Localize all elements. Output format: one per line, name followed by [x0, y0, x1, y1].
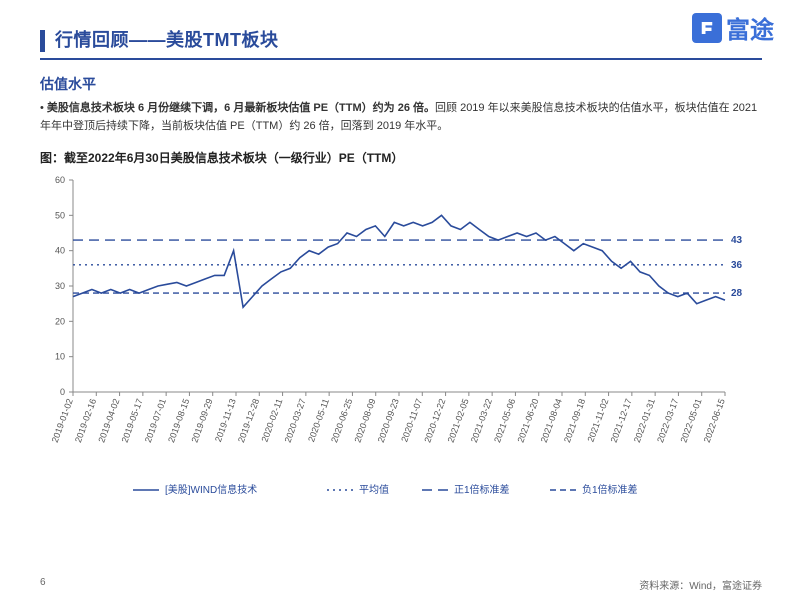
svg-text:2022-05-01: 2022-05-01 — [678, 397, 703, 444]
svg-text:2019-05-17: 2019-05-17 — [120, 397, 145, 444]
svg-text:2019-02-16: 2019-02-16 — [73, 397, 98, 444]
svg-text:2021-06-20: 2021-06-20 — [515, 397, 540, 444]
source-text: 资料来源：Wind，富途证券 — [639, 577, 762, 592]
svg-text:2020-06-25: 2020-06-25 — [329, 397, 354, 444]
svg-text:40: 40 — [55, 246, 65, 256]
svg-text:2019-04-02: 2019-04-02 — [96, 397, 121, 444]
svg-text:50: 50 — [55, 211, 65, 221]
page-number: 6 — [40, 577, 46, 592]
svg-text:2021-03-22: 2021-03-22 — [469, 397, 494, 444]
svg-text:2020-03-27: 2020-03-27 — [283, 397, 308, 444]
svg-text:2022-06-15: 2022-06-15 — [702, 397, 727, 444]
svg-text:2019-08-15: 2019-08-15 — [166, 397, 191, 444]
footer: 6 资料来源：Wind，富途证券 — [0, 577, 802, 592]
slide-page: 富途 行情回顾——美股TMT板块 估值水平 • 美股信息技术板块 6 月份继续下… — [0, 0, 802, 602]
svg-text:28: 28 — [731, 288, 743, 299]
chart-svg: 01020304050604336282019-01-022019-02-162… — [40, 172, 762, 502]
brand-char-1: 富途 — [726, 10, 774, 45]
chart-caption: 图：截至2022年6月30日美股信息技术板块（一级行业）PE（TTM） — [40, 149, 762, 166]
brand-text: 富途 — [726, 10, 774, 45]
svg-text:20: 20 — [55, 317, 65, 327]
svg-text:2021-05-06: 2021-05-06 — [492, 397, 517, 444]
svg-text:36: 36 — [731, 260, 743, 271]
svg-text:2022-01-31: 2022-01-31 — [632, 397, 657, 444]
svg-text:2019-09-29: 2019-09-29 — [189, 397, 214, 444]
svg-text:2020-08-09: 2020-08-09 — [352, 397, 377, 444]
body-bold-lead: 美股信息技术板块 6 月份继续下调，6 月最新板块估值 PE（TTM）约为 26… — [47, 102, 435, 114]
pe-ttm-chart: 01020304050604336282019-01-022019-02-162… — [40, 172, 762, 502]
svg-text:0: 0 — [60, 387, 65, 397]
svg-text:60: 60 — [55, 175, 65, 185]
section-subtitle: 估值水平 — [40, 74, 762, 94]
title-rule — [40, 58, 762, 60]
futu-icon — [692, 13, 722, 43]
svg-text:2019-01-02: 2019-01-02 — [50, 397, 75, 444]
svg-text:2021-02-05: 2021-02-05 — [446, 397, 471, 444]
title-accent-bar — [40, 30, 45, 52]
svg-text:2021-08-04: 2021-08-04 — [539, 397, 564, 444]
svg-text:10: 10 — [55, 352, 65, 362]
svg-text:43: 43 — [731, 235, 743, 246]
page-title: 行情回顾——美股TMT板块 — [55, 26, 278, 52]
svg-text:2022-03-17: 2022-03-17 — [655, 397, 680, 444]
svg-text:2021-09-18: 2021-09-18 — [562, 397, 587, 444]
svg-text:30: 30 — [55, 281, 65, 291]
svg-text:[美股]WIND信息技术: [美股]WIND信息技术 — [165, 483, 257, 496]
body-paragraph: • 美股信息技术板块 6 月份继续下调，6 月最新板块估值 PE（TTM）约为 … — [40, 100, 762, 135]
svg-text:负1倍标准差: 负1倍标准差 — [582, 483, 638, 496]
svg-text:2020-12-22: 2020-12-22 — [422, 397, 447, 444]
brand-logo: 富途 — [692, 10, 774, 45]
svg-text:2020-11-07: 2020-11-07 — [399, 397, 424, 443]
svg-text:2019-07-01: 2019-07-01 — [143, 397, 168, 444]
svg-text:2019-11-13: 2019-11-13 — [213, 397, 238, 443]
svg-text:2021-11-02: 2021-11-02 — [586, 397, 611, 443]
svg-text:正1倍标准差: 正1倍标准差 — [454, 483, 510, 496]
svg-text:2019-12-28: 2019-12-28 — [236, 397, 261, 444]
title-row: 行情回顾——美股TMT板块 — [40, 26, 762, 52]
svg-text:平均值: 平均值 — [359, 483, 389, 496]
svg-text:2020-02-11: 2020-02-11 — [260, 397, 285, 443]
svg-text:2021-12-17: 2021-12-17 — [609, 397, 634, 444]
svg-text:2020-05-11: 2020-05-11 — [306, 397, 331, 443]
svg-text:2020-09-23: 2020-09-23 — [376, 397, 401, 444]
